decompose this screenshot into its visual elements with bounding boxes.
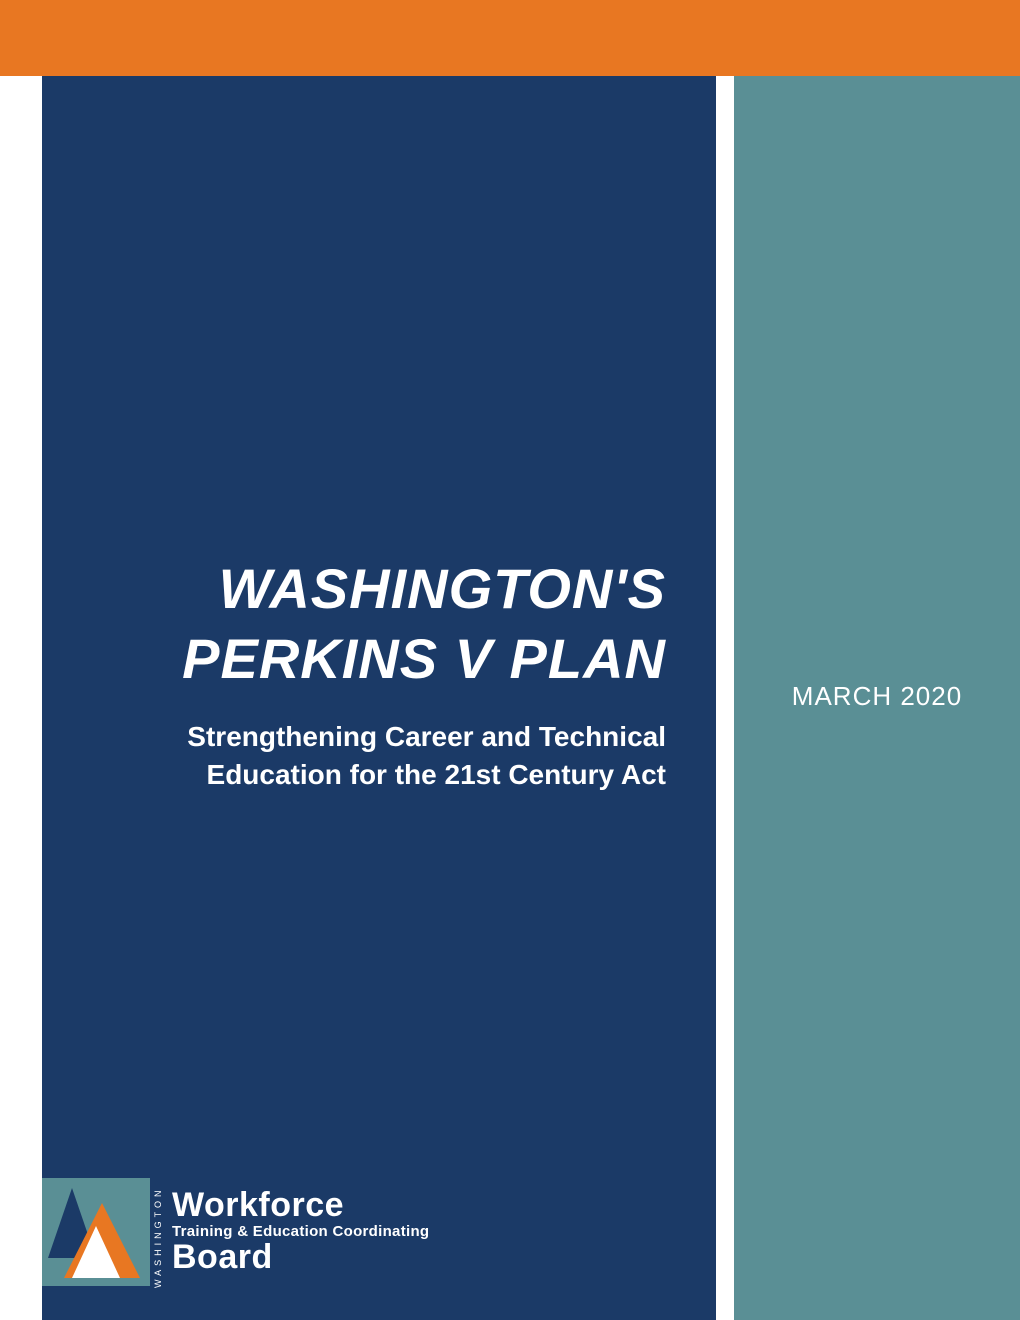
left-margin <box>0 76 42 1320</box>
logo-line-3: Board <box>172 1240 429 1276</box>
title-block: WASHINGTON'S PERKINS V PLAN Strengthenin… <box>166 554 666 794</box>
white-divider <box>716 76 734 1320</box>
document-subtitle: Strengthening Career and Technical Educa… <box>166 718 666 794</box>
logo-text-block: WASHINGTON Workforce Training & Educatio… <box>158 1188 429 1275</box>
logo-vertical-text: WASHINGTON <box>154 1196 163 1288</box>
main-navy-panel: WASHINGTON'S PERKINS V PLAN Strengthenin… <box>42 76 716 1320</box>
right-teal-panel: MARCH 2020 <box>734 76 1020 1320</box>
date-label: MARCH 2020 <box>734 681 1020 712</box>
document-title: WASHINGTON'S PERKINS V PLAN <box>166 554 666 694</box>
title-line-1: WASHINGTON'S <box>166 554 666 624</box>
content-area: WASHINGTON'S PERKINS V PLAN Strengthenin… <box>0 76 1020 1320</box>
logo-icon <box>42 1178 150 1286</box>
logo-container: WASHINGTON Workforce Training & Educatio… <box>42 1178 429 1286</box>
top-orange-bar <box>0 0 1020 76</box>
title-line-2: PERKINS V PLAN <box>166 624 666 694</box>
logo-line-1: Workforce <box>172 1188 429 1224</box>
